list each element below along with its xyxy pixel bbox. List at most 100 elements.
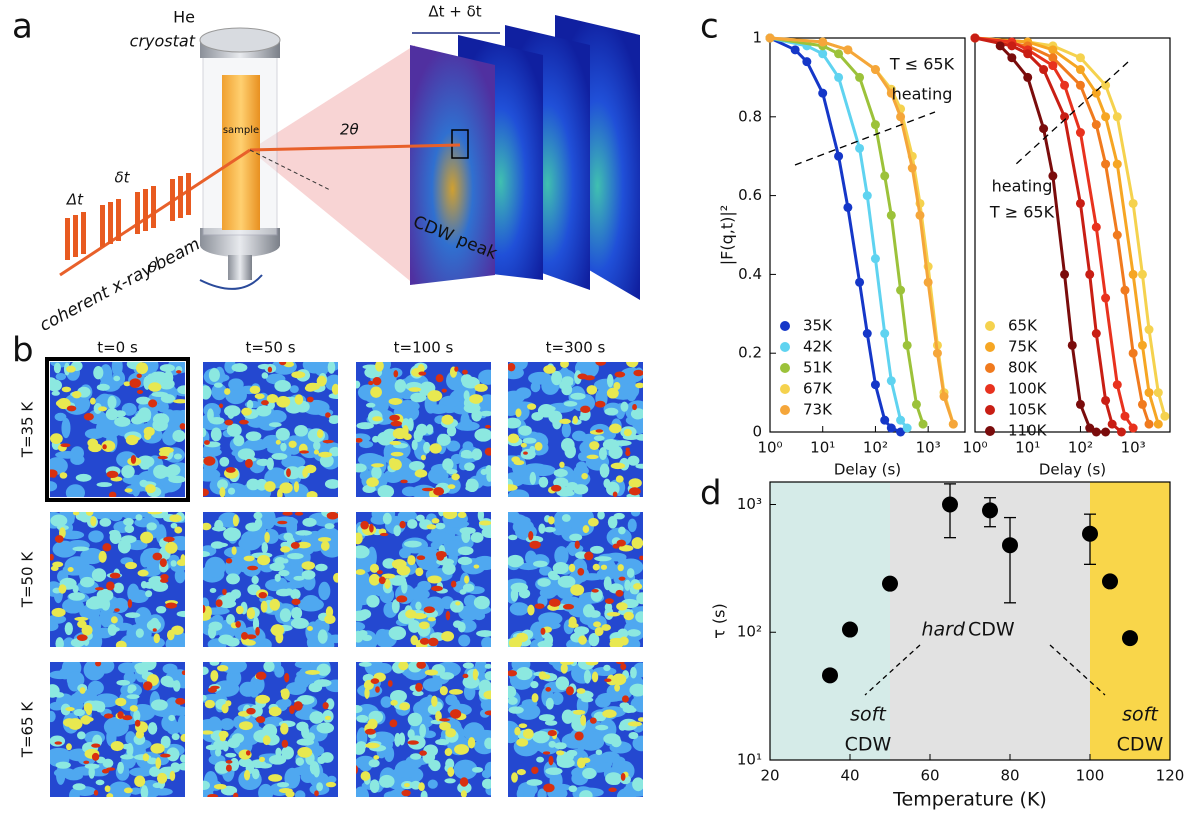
speckle xyxy=(325,523,335,529)
speckle xyxy=(629,487,641,495)
speckle xyxy=(613,544,620,549)
speckle xyxy=(554,469,568,477)
label: δt xyxy=(114,169,130,187)
speckle xyxy=(446,469,457,474)
speckle-image xyxy=(498,355,651,503)
speckle xyxy=(515,408,521,417)
speckle xyxy=(415,683,423,692)
speckle xyxy=(96,780,105,786)
speckle xyxy=(618,527,626,535)
speckle xyxy=(638,717,645,722)
speckle xyxy=(394,733,401,747)
data-point xyxy=(1092,428,1101,437)
speckle xyxy=(74,617,88,621)
data-point xyxy=(1092,223,1101,232)
speckle xyxy=(220,718,234,730)
data-point xyxy=(908,164,917,173)
speckle xyxy=(435,523,445,530)
speckle xyxy=(580,715,586,726)
legend-marker xyxy=(780,321,790,331)
speckle xyxy=(135,514,142,520)
speckle xyxy=(136,628,144,638)
speckle xyxy=(95,587,104,590)
data-point xyxy=(1154,388,1163,397)
speckle xyxy=(518,425,531,435)
speckle xyxy=(268,774,282,782)
data-point xyxy=(863,191,872,200)
data-point xyxy=(1048,61,1057,70)
speckle xyxy=(399,702,410,710)
data-point xyxy=(871,65,880,74)
speckle xyxy=(595,725,608,731)
speckle xyxy=(113,583,124,594)
speckle xyxy=(317,376,327,387)
speckle xyxy=(481,469,488,475)
annotation: T ≥ 65K xyxy=(989,203,1055,222)
speckle xyxy=(389,626,406,640)
data-point xyxy=(1129,199,1138,208)
speckle xyxy=(485,664,492,669)
data-point xyxy=(1076,53,1085,62)
data-point xyxy=(1129,424,1138,433)
speckle xyxy=(277,782,289,787)
speckle xyxy=(211,428,222,442)
speckle xyxy=(256,716,265,723)
speckle xyxy=(256,672,267,680)
speckle xyxy=(113,376,120,382)
speckle xyxy=(275,574,281,582)
speckle-image xyxy=(197,656,346,802)
speckle xyxy=(372,416,382,421)
speckle xyxy=(421,790,428,801)
speckle xyxy=(86,598,103,610)
speckle xyxy=(279,698,291,707)
speckle xyxy=(409,387,422,392)
legend-label: 42K xyxy=(803,338,833,356)
data-point xyxy=(1007,41,1016,50)
data-point xyxy=(1117,428,1126,437)
speckle-image xyxy=(196,507,345,654)
cryostat-stem xyxy=(228,255,252,280)
speckle xyxy=(523,451,528,454)
speckle xyxy=(444,778,455,783)
speckle xyxy=(182,670,187,675)
data-point xyxy=(1101,112,1110,121)
speckle xyxy=(130,437,139,441)
speckle xyxy=(244,556,255,562)
speckle xyxy=(275,557,286,565)
speckle xyxy=(527,605,534,616)
speckle xyxy=(318,537,331,542)
speckle xyxy=(155,757,161,769)
legend-label: 75K xyxy=(1008,338,1038,356)
speckle xyxy=(508,706,523,713)
speckle xyxy=(592,589,599,593)
speckle xyxy=(222,589,227,595)
speckle xyxy=(605,598,614,604)
speckle xyxy=(291,542,300,549)
speckle xyxy=(224,388,230,395)
speckle-image xyxy=(45,654,192,803)
data-point xyxy=(1108,420,1117,429)
speckle xyxy=(56,762,71,769)
data-point xyxy=(1138,270,1147,279)
speckle xyxy=(517,769,526,775)
speckle xyxy=(111,598,129,613)
speckle xyxy=(467,479,474,487)
speckle xyxy=(323,702,329,709)
speckle xyxy=(474,564,480,568)
data-point xyxy=(871,254,880,263)
speckle xyxy=(167,630,175,640)
data-point xyxy=(896,286,905,295)
speckle xyxy=(633,583,642,590)
speckle xyxy=(427,575,442,583)
speckle xyxy=(450,709,461,719)
data-point xyxy=(880,171,889,180)
speckle xyxy=(152,419,168,432)
speckle xyxy=(562,422,571,437)
data-point xyxy=(1145,325,1154,334)
speckle xyxy=(543,751,550,754)
speckle xyxy=(454,366,458,371)
legend-label: 73K xyxy=(803,401,833,419)
panel-label: a xyxy=(12,7,33,47)
speckle xyxy=(370,779,380,793)
speckle xyxy=(174,526,182,533)
